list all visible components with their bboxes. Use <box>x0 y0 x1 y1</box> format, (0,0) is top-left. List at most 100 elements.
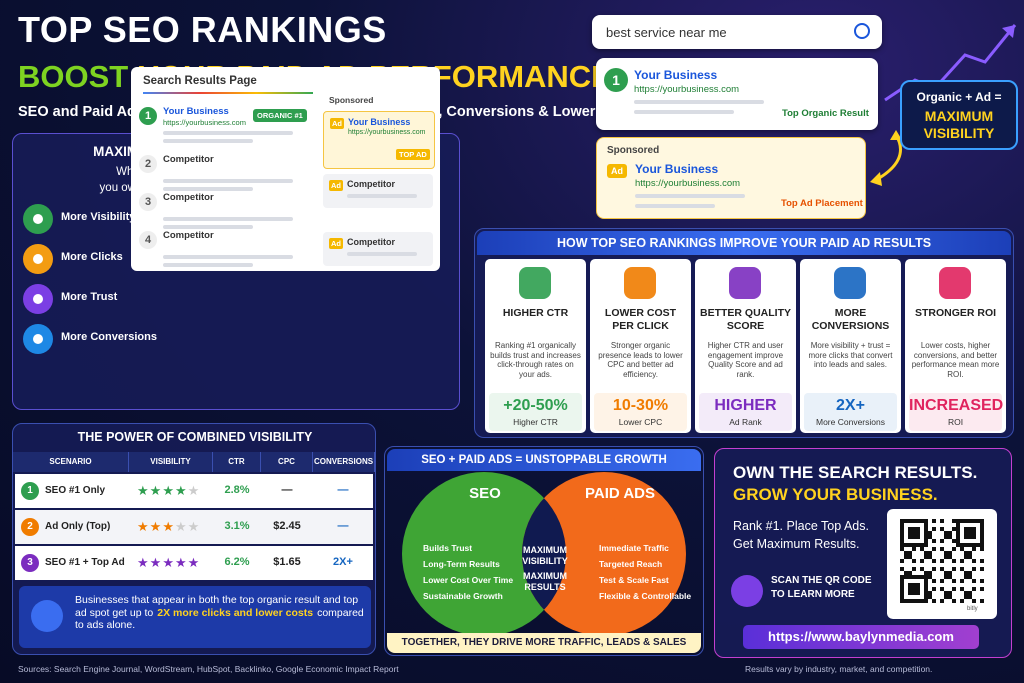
ad-badge: Ad <box>330 118 344 129</box>
card-text: More visibility + trust = more clicks th… <box>808 341 893 370</box>
growth-panel: SEO + PAID ADS = UNSTOPPABLE GROWTH SEO PA… <box>384 446 704 656</box>
placeholder-line <box>635 194 745 198</box>
stat-box: HIGHER Ad Rank <box>699 393 792 431</box>
qr-code: bitly <box>887 509 997 619</box>
star: ★ <box>162 519 174 534</box>
row-number: 3 <box>21 554 39 572</box>
table-row: 3 SEO #1 + Top Ad ★ ★ ★ ★ ★ 6.2% $1.65 2X+ <box>15 546 373 580</box>
ad-badge: Ad <box>329 180 343 191</box>
star: ★ <box>137 519 149 534</box>
ad-name: Competitor <box>347 179 395 189</box>
paid-title: PAID ADS <box>584 485 655 502</box>
combined-table-panel: THE POWER OF COMBINED VISIBILITY SCENARIO… <box>12 423 376 655</box>
benefit-card: LOWER COST PER CLICK Stronger organic pre… <box>590 259 691 433</box>
rank-badge: 1 <box>604 68 628 92</box>
organic-result: 1 Your Business https://yourbusiness.com To… <box>596 58 878 130</box>
cta-headline: OWN THE SEARCH RESULTS. <box>733 463 978 482</box>
url-button[interactable]: https://www.baylynmedia.com <box>743 625 979 649</box>
placeholder-line <box>634 100 764 104</box>
benefit-label: More Trust <box>61 291 118 303</box>
qr-modules <box>900 519 984 603</box>
serp-title: Search Results Page <box>143 75 257 87</box>
card-text: Ranking #1 organically builds trust and … <box>490 341 581 379</box>
sources: Sources: Search Engine Journal, WordStre… <box>18 664 399 674</box>
cpc: $2.45 <box>273 520 301 532</box>
row-number: 1 <box>21 482 39 500</box>
note-highlight: 2X more clicks and lower costs <box>157 606 314 619</box>
stat-box: INCREASED ROI <box>909 393 1004 431</box>
seo-item: Long-Term Results <box>423 559 500 569</box>
section-title-bar: SEO + PAID ADS = UNSTOPPABLE GROWTH <box>387 449 701 471</box>
paid-item: Immediate Traffic <box>599 543 669 553</box>
note-box: Businesses that appear in both the top o… <box>19 586 371 648</box>
benefit-label: More Conversions <box>61 331 157 343</box>
card-stat-label: Lower CPC <box>618 417 663 427</box>
placeholder-line <box>163 187 253 191</box>
card-stat: 10-30% <box>612 397 669 414</box>
callout-result: MAXIMUM VISIBILITY <box>923 108 995 141</box>
card-title: HIGHER CTR <box>502 307 569 319</box>
ad-url: https://yourbusiness.com <box>348 129 426 136</box>
seo-title: SEO <box>469 485 501 502</box>
top-ad-tag: TOP AD <box>396 149 430 160</box>
icon-dot <box>33 334 43 344</box>
benefit-icon <box>23 284 53 314</box>
placeholder-line <box>163 131 293 135</box>
icon-dot <box>33 214 43 224</box>
disclaimer: Results vary by industry, market, and co… <box>745 664 933 674</box>
result-url: https://yourbusiness.com <box>635 178 741 189</box>
placeholder-line <box>634 110 734 114</box>
benefit-card: STRONGER ROI Lower costs, higher conversi… <box>905 259 1006 433</box>
sponsored-heading: Sponsored <box>329 95 374 105</box>
benefit-card: BETTER QUALITY SCORE Higher CTR and user … <box>695 259 796 433</box>
result-name: Your Business <box>635 162 719 176</box>
result-name: Competitor <box>163 230 214 241</box>
benefit-icon <box>23 204 53 234</box>
card-title: LOWER COST PER CLICK <box>604 307 677 332</box>
growth-footer: TOGETHER, THEY DRIVE MORE TRAFFIC, LEADS… <box>387 633 701 653</box>
star: ★ <box>174 555 187 570</box>
result-name: Your Business <box>163 106 229 117</box>
ctr: 3.1% <box>224 520 250 532</box>
cta-headline-accent: GROW YOUR BUSINESS. <box>733 485 938 504</box>
subtitle-lead: BOOST <box>18 59 129 94</box>
organic-badge: ORGANIC #1 <box>253 109 307 122</box>
card-text: Higher CTR and user engagement improve Q… <box>707 341 784 379</box>
placeholder-line <box>163 139 253 143</box>
star: ★ <box>162 555 174 570</box>
placeholder-line <box>163 217 293 221</box>
placeholder-line <box>163 255 293 259</box>
seo-item: Builds Trust <box>423 543 473 553</box>
ad-box: Ad Competitor <box>323 174 433 208</box>
card-stat: HIGHER <box>714 397 777 414</box>
column-header: CTR <box>213 452 261 472</box>
cpc: — <box>281 484 293 496</box>
center-text: MAXIMUM RESULTS <box>523 571 567 592</box>
rating: ★ ★ ★ ★ ★ <box>137 519 199 535</box>
card-stat: INCREASED <box>909 397 1004 414</box>
star: ★ <box>149 519 162 534</box>
star: ★ <box>187 519 200 534</box>
card-icon <box>834 267 866 299</box>
card-stat: +20-50% <box>503 397 568 414</box>
sponsored-result: Sponsored Ad Your Business https://yourbusi… <box>596 137 866 219</box>
star: ★ <box>187 555 200 570</box>
note-before: Businesses that appear in both the top o… <box>75 594 359 619</box>
benefit-label: More Clicks <box>61 251 123 263</box>
paid-item: Test & Scale Fast <box>599 575 669 585</box>
conversions: — <box>337 520 349 532</box>
ad-name: Competitor <box>347 237 395 247</box>
benefit-card: HIGHER CTR Ranking #1 organically builds … <box>485 259 586 433</box>
star: ★ <box>174 483 187 498</box>
column-header: CONVERSIONS <box>313 452 375 472</box>
qr-label: bitly <box>967 606 978 612</box>
callout-lead: Organic + Ad = <box>916 90 1002 104</box>
card-icon <box>729 267 761 299</box>
result-name: Your Business <box>634 68 718 82</box>
seo-item: Sustainable Growth <box>423 591 503 601</box>
note-text: Businesses that appear in both the top o… <box>75 594 365 632</box>
search-query: best service near me <box>606 25 727 40</box>
section-title-bar: HOW TOP SEO RANKINGS IMPROVE YOUR PAID A… <box>477 231 1011 255</box>
benefit-icon <box>23 244 53 274</box>
rating: ★ ★ ★ ★ ★ <box>137 555 199 571</box>
